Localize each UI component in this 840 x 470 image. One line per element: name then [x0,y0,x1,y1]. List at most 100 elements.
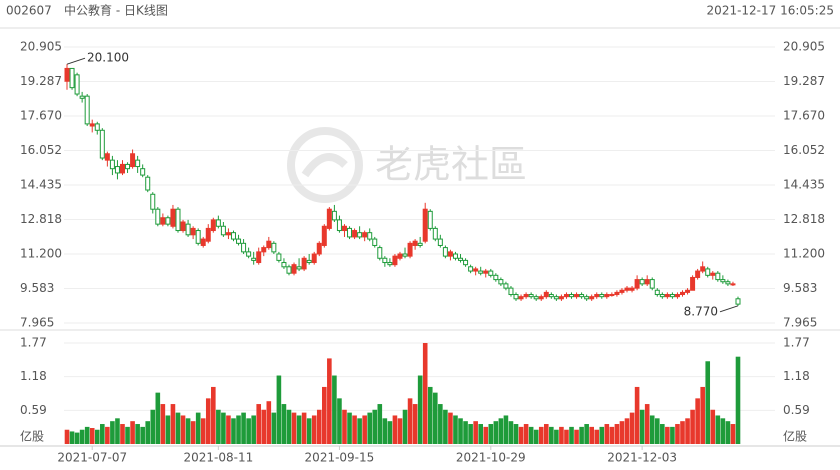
candle-body [432,227,438,240]
volume-bar [382,418,388,444]
candle-body [352,230,358,238]
volume-bar [422,343,428,444]
candle-body [281,262,287,268]
candle-body [659,294,665,298]
volume-bar [110,421,115,444]
candle-body [488,270,494,276]
y-tick-label-right: 12.818 [783,212,825,226]
candle-body [690,276,696,291]
volume-bar [241,412,246,444]
candle-body [225,232,231,236]
volume-bar [594,429,600,444]
volume-bar [145,421,151,444]
volume-tick-label-right: 0.59 [783,403,810,417]
volume-bar [624,418,630,444]
volume-bar [115,418,120,444]
candle-body [220,225,226,236]
volume-bar [271,412,277,444]
candle-body [427,210,433,229]
candle-body [372,238,378,246]
y-tick-label: 16.052 [20,143,62,157]
candle-body [94,123,100,131]
candle-body [140,168,146,176]
volume-bar [549,426,554,444]
volume-bar [518,426,524,444]
candle-body [700,266,706,272]
volume-bar [347,412,352,444]
candle-body [629,287,635,291]
volume-bar [261,409,267,444]
candle-body [473,268,479,272]
volume-bar [705,361,711,444]
candle-body [180,221,186,232]
candle-body [210,219,216,232]
candle-body [215,219,221,227]
volume-bar [180,415,186,444]
candle-body [347,227,353,238]
candle-body [463,259,469,266]
candle-body [695,270,701,278]
candle-body [306,259,312,264]
volume-bar [528,426,534,444]
volume-bar [680,421,685,444]
volume-bar [720,418,726,444]
candle-body [669,294,675,298]
volume-bar [533,429,539,444]
volume-bar [94,429,100,444]
candle-body [639,279,645,285]
y-tick-label-right: 17.670 [783,109,825,123]
candle-body [599,294,605,298]
candle-body [165,217,171,225]
candle-body [185,223,191,236]
volume-bar [100,424,105,444]
volume-bar [337,398,342,444]
volume-bar [453,415,458,444]
volume-bar [357,418,362,444]
annotation-line [66,57,86,65]
candle-body [236,238,242,244]
volume-bar [559,426,564,444]
volume-bar [211,386,216,444]
volume-bar [690,409,695,444]
volume-bar [79,429,85,444]
y-tick-label: 7.965 [20,316,54,330]
chart-title: 中公教育 - 日K线图 [64,3,168,18]
candle-body [392,255,398,266]
volume-bar [498,418,504,444]
volume-bar [609,426,615,444]
candle-body [74,74,80,95]
y-tick-label-right: 9.583 [783,281,817,295]
candle-body [579,294,585,298]
volume-tick-label-right: 1.18 [783,369,810,383]
volume-bar [362,415,367,444]
candle-body [422,208,428,242]
candle-body [387,262,393,266]
volume-bar [564,429,569,444]
volume-bar [644,404,650,444]
volume-bar [392,415,398,444]
volume-bar [291,412,297,444]
candle-body [130,153,136,168]
volume-bar [584,424,589,444]
y-tick-label-right: 7.965 [783,316,817,330]
volume-bar [649,415,655,444]
volume-bar [160,404,166,444]
volume-tick-label: 0.59 [20,403,47,417]
candle-body [468,266,474,272]
candle-body [135,159,141,168]
volume-bar [140,426,145,444]
volume-bar [367,412,373,444]
candle-body [513,294,519,300]
candle-body [367,232,373,240]
candle-body [125,163,131,170]
candle-body [276,253,282,261]
candle-body [584,296,590,300]
watermark-logo [287,127,363,203]
y-tick-label: 9.583 [20,281,54,295]
annotation: 8.770 [684,304,718,318]
volume-bar [710,409,716,444]
volume-bar [478,424,483,444]
candle-body [246,251,252,257]
volume-bar [231,418,236,444]
